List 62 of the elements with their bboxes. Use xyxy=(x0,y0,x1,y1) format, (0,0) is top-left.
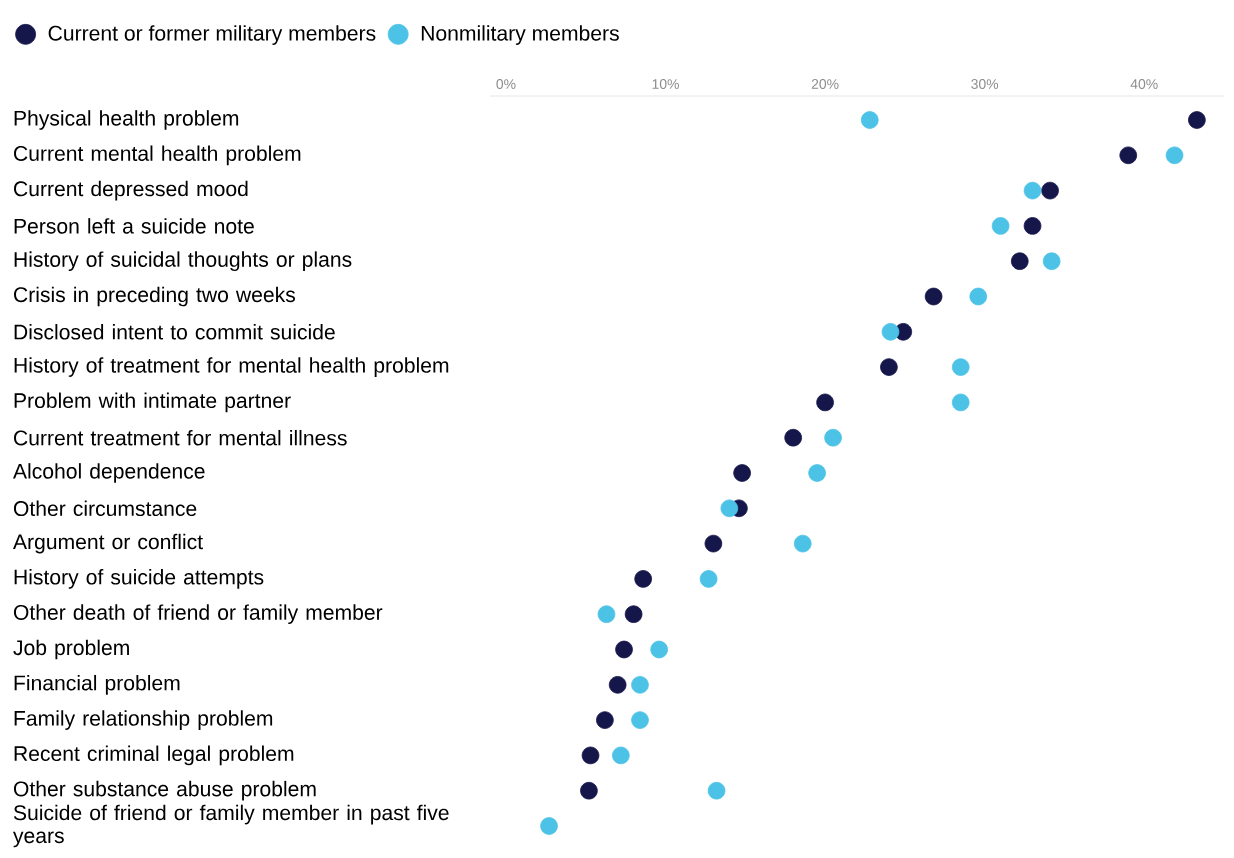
point xyxy=(1119,146,1138,165)
point xyxy=(596,711,614,729)
y-tick-label: Physical health problem xyxy=(14,110,239,130)
point xyxy=(1165,146,1184,165)
point xyxy=(631,711,649,729)
y-tick-label: Other circumstance xyxy=(13,500,197,517)
point xyxy=(699,570,718,588)
point xyxy=(784,428,802,447)
point xyxy=(793,534,812,553)
point xyxy=(1023,217,1042,235)
y-tick-label: Argument or conflict xyxy=(12,533,203,554)
point xyxy=(951,393,970,412)
point xyxy=(581,746,600,765)
y-tick-label: History of treatment for mental health problem xyxy=(14,357,449,377)
point xyxy=(969,287,988,306)
point xyxy=(1042,252,1061,270)
y-tick-label: History of suicidal thoughts or plans xyxy=(14,251,352,272)
point xyxy=(580,781,598,800)
point xyxy=(597,605,616,623)
point xyxy=(1041,181,1059,200)
y-tick-label: Alcohol dependence xyxy=(12,463,205,483)
legend-label: Current or former military members xyxy=(48,25,376,45)
point xyxy=(881,323,900,341)
y-tick-label: Person left a suicide note xyxy=(14,218,254,234)
point xyxy=(634,570,652,588)
point xyxy=(924,287,943,306)
y-tick-label: History of suicide attempts xyxy=(14,569,264,589)
point xyxy=(631,676,649,694)
y-tick-label: Suicide of friend or family member in past five years xyxy=(13,804,449,848)
y-tick-label: Crisis in preceding two weeks xyxy=(14,286,296,307)
y-tick-label: Financial problem xyxy=(14,674,180,695)
point xyxy=(951,358,970,376)
y-tick-label: Family relationship problem xyxy=(14,710,273,730)
point xyxy=(612,746,630,765)
point xyxy=(1010,252,1029,270)
point xyxy=(624,605,643,623)
point xyxy=(880,358,898,376)
point xyxy=(720,499,739,518)
point xyxy=(615,640,633,659)
point xyxy=(733,464,751,482)
point xyxy=(991,217,1010,235)
y-tick-label: Job problem xyxy=(13,639,129,660)
y-tick-label: Current treatment for mental illness xyxy=(14,429,347,446)
point xyxy=(860,111,879,129)
point xyxy=(808,464,826,482)
point xyxy=(707,781,726,800)
y-tick-label: Current depressed mood xyxy=(14,180,248,201)
y-tick-label: Current mental health problem xyxy=(14,145,301,166)
y-tick-label: Disclosed intent to commit suicide xyxy=(14,324,335,340)
point xyxy=(608,676,627,694)
y-tick-label: Other death of friend or family member xyxy=(13,604,383,625)
point xyxy=(540,817,558,835)
point xyxy=(1188,111,1206,129)
point xyxy=(704,534,723,553)
y-tick-label: Other substance abuse problem xyxy=(13,780,316,801)
point xyxy=(1023,181,1042,200)
y-tick-label: Problem with intimate partner xyxy=(14,392,291,413)
point xyxy=(824,428,842,447)
legend-label: Nonmilitary members xyxy=(421,25,619,45)
y-tick-label: Recent criminal legal problem xyxy=(14,745,294,766)
point xyxy=(650,640,668,659)
point xyxy=(816,393,834,412)
